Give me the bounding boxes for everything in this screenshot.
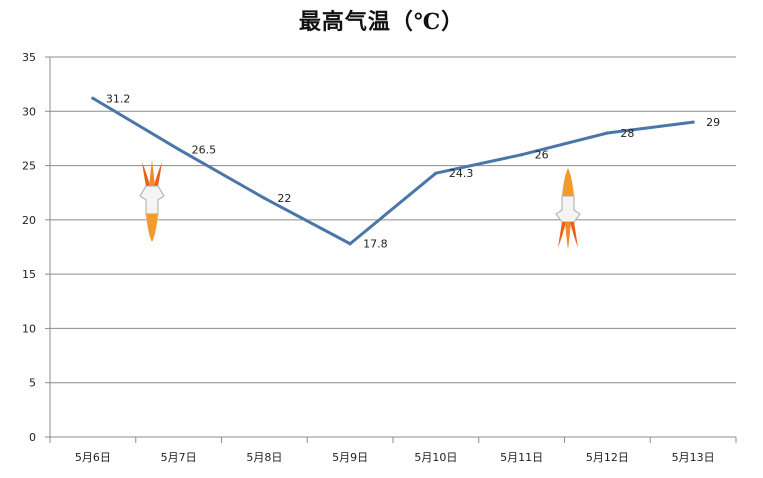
data-label: 26 — [535, 149, 549, 162]
x-tick-label: 5月9日 — [332, 451, 368, 464]
y-tick-label: 5 — [29, 377, 36, 390]
rocket-down-icon — [139, 160, 165, 242]
data-point — [520, 153, 524, 157]
data-point — [691, 120, 695, 124]
axes: 0 5 10 15 20 25 30 35 5月6日 5月7日 5月8日 5月9日 5月10日 5月11日… — [22, 51, 737, 464]
data-point — [348, 242, 352, 246]
data-label: 17.8 — [363, 238, 388, 251]
data-label: 28 — [620, 127, 634, 140]
x-tick-label: 5月11日 — [500, 451, 543, 464]
x-tick-label: 5月13日 — [672, 451, 715, 464]
y-tick-label: 20 — [22, 214, 36, 227]
data-point — [262, 196, 266, 200]
data-label: 31.2 — [106, 92, 131, 105]
x-tick-label: 5月7日 — [161, 451, 197, 464]
y-tick-label: 15 — [22, 268, 36, 281]
x-tick-label: 5月10日 — [414, 451, 457, 464]
y-tick-label: 25 — [22, 160, 36, 173]
data-label: 24.3 — [449, 167, 474, 180]
y-tick-label: 30 — [22, 105, 36, 118]
x-tick-label: 5月8日 — [246, 451, 282, 464]
chart-title: 最高气温（℃） — [298, 9, 465, 35]
data-label: 22 — [277, 192, 291, 205]
series-layer — [91, 96, 695, 246]
x-tick-label: 5月12日 — [586, 451, 629, 464]
data-label: 26.5 — [192, 143, 217, 156]
series-line — [92, 96, 694, 246]
data-label: 29 — [706, 116, 720, 129]
grid — [50, 56, 736, 384]
y-tick-label: 35 — [22, 51, 36, 64]
data-point — [91, 96, 95, 100]
data-point — [605, 131, 609, 135]
data-point — [434, 171, 438, 175]
decorations — [139, 160, 581, 250]
x-tick-label: 5月6日 — [75, 451, 111, 464]
y-tick-label: 0 — [29, 431, 36, 444]
data-point — [177, 147, 181, 151]
y-tick-label: 10 — [22, 322, 36, 335]
rocket-up-icon — [555, 168, 581, 250]
data-labels: 31.2 26.5 22 17.8 24.3 26 28 29 — [106, 92, 720, 250]
